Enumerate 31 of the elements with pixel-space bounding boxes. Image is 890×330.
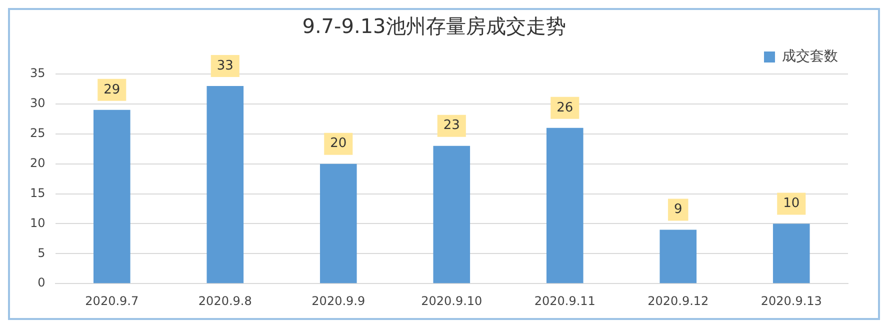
bar: [660, 230, 697, 284]
data-label: 20: [330, 136, 347, 152]
data-label: 26: [556, 100, 574, 116]
y-tick-label: 15: [30, 186, 46, 200]
x-tick-label: 2020.9.9: [312, 294, 366, 308]
x-tick-label: 2020.9.8: [198, 294, 252, 308]
data-label: 33: [216, 58, 234, 74]
x-tick-label: 2020.9.7: [85, 294, 139, 308]
x-tick-label: 2020.9.12: [648, 294, 709, 308]
data-label: 23: [443, 118, 460, 134]
legend-label: 成交套数: [782, 48, 838, 65]
y-tick-label: 25: [30, 126, 46, 140]
bar: [546, 128, 584, 284]
y-tick-label: 10: [30, 216, 46, 230]
data-label: 29: [104, 82, 120, 98]
bar: [772, 224, 810, 284]
x-tick-label: 2020.9.13: [760, 294, 822, 308]
y-tick-label: 35: [30, 66, 46, 80]
x-tick-label: 2020.9.10: [421, 294, 482, 308]
x-tick-label: 2020.9.11: [534, 294, 596, 308]
bar: [320, 164, 357, 284]
data-label: 9: [674, 202, 682, 218]
chart-title: 9.7-9.13池州存量房成交走势: [302, 14, 566, 38]
y-tick-label: 5: [38, 246, 46, 260]
bar: [206, 86, 244, 284]
y-tick-label: 20: [30, 156, 46, 170]
bar: [93, 110, 130, 284]
y-tick-label: 0: [38, 276, 46, 290]
bar: [433, 146, 470, 284]
y-tick-label: 30: [30, 96, 46, 110]
data-label: 10: [783, 196, 800, 212]
